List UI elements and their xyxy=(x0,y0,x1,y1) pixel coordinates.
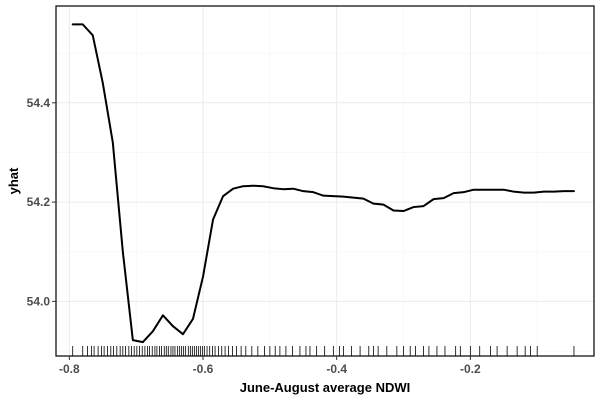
x-tick-label: -0.8 xyxy=(59,362,80,376)
y-tick-label: 54.2 xyxy=(27,195,51,209)
x-axis: -0.8 -0.6 -0.4 -0.2 xyxy=(59,356,481,376)
y-axis-title: yhat xyxy=(6,167,21,194)
y-tick-label: 54.0 xyxy=(27,294,51,308)
y-tick-label: 54.4 xyxy=(27,96,51,110)
grid-major xyxy=(56,6,594,356)
x-tick-label: -0.2 xyxy=(460,362,481,376)
x-tick-label: -0.4 xyxy=(326,362,347,376)
x-axis-title: June-August average NDWI xyxy=(240,380,410,395)
series-line xyxy=(71,23,575,344)
x-tick-label: -0.6 xyxy=(193,362,214,376)
plot-background xyxy=(56,6,594,356)
y-axis: 54.0 54.2 54.4 xyxy=(27,96,56,308)
rug-marks xyxy=(72,346,575,356)
plot-border xyxy=(55,5,595,357)
